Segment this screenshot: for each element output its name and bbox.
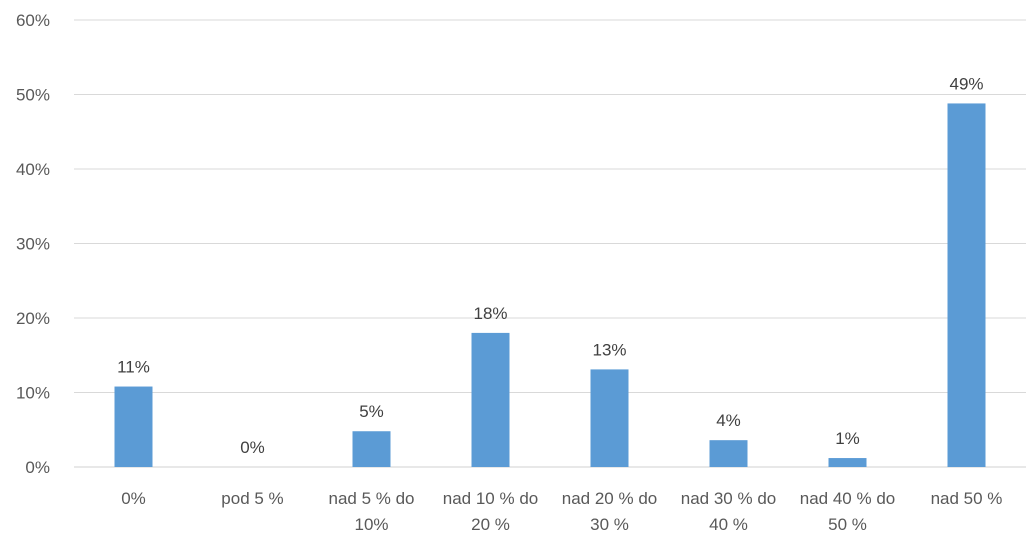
category-label: nad 40 % do	[800, 489, 895, 508]
category-label: nad 5 % do	[328, 489, 414, 508]
bar	[352, 431, 391, 467]
category-label: nad 20 % do	[562, 489, 657, 508]
category-label: nad 30 % do	[681, 489, 776, 508]
category-label: 40 %	[709, 515, 748, 534]
category-label: 0%	[121, 489, 146, 508]
category-label: 20 %	[471, 515, 510, 534]
data-label: 0%	[240, 438, 265, 457]
bar	[471, 332, 510, 467]
data-label: 18%	[473, 304, 507, 323]
category-label: 50 %	[828, 515, 867, 534]
category-label: 30 %	[590, 515, 629, 534]
data-label: 4%	[716, 411, 741, 430]
data-label: 11%	[117, 358, 150, 377]
y-tick-label: 30%	[16, 235, 50, 254]
y-tick-label: 40%	[16, 160, 50, 179]
bar	[947, 103, 986, 467]
category-label: nad 10 % do	[443, 489, 538, 508]
bar	[114, 386, 153, 467]
data-label: 1%	[835, 429, 860, 448]
y-tick-label: 10%	[16, 384, 50, 403]
y-tick-label: 50%	[16, 86, 50, 105]
y-tick-label: 60%	[16, 11, 50, 30]
category-label: pod 5 %	[221, 489, 283, 508]
y-tick-label: 20%	[16, 309, 50, 328]
data-label: 5%	[359, 402, 384, 421]
bar	[828, 458, 867, 467]
data-label: 13%	[592, 340, 626, 359]
category-label: 10%	[354, 515, 388, 534]
bar	[709, 440, 748, 467]
category-label: nad 50 %	[931, 489, 1003, 508]
data-label: 49%	[949, 74, 983, 93]
y-tick-label: 0%	[25, 458, 50, 477]
bar	[590, 369, 629, 467]
